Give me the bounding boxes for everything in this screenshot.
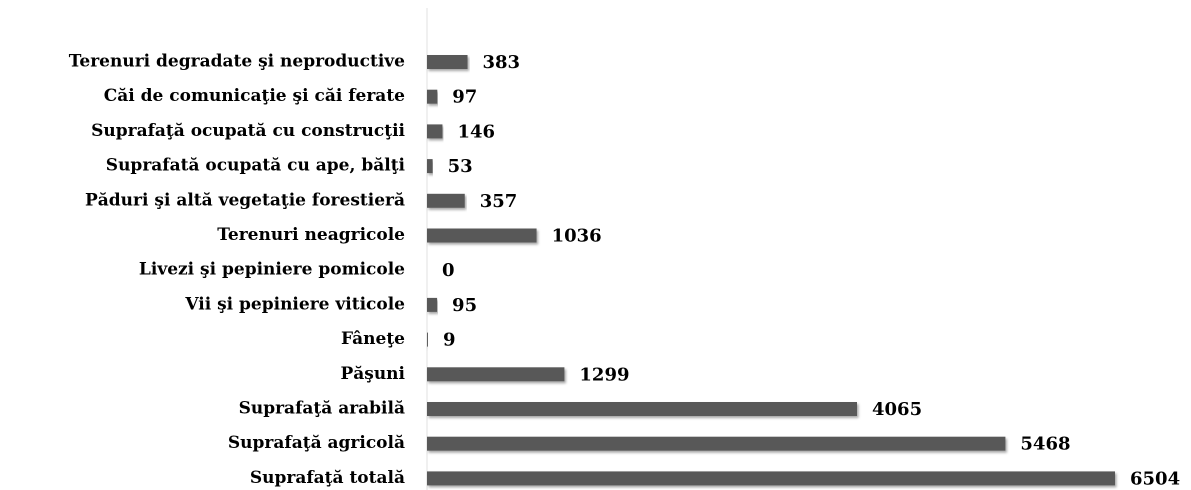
- bar: [427, 193, 465, 208]
- category-label: Terenuri neagricole: [217, 225, 405, 245]
- bar: [427, 297, 438, 312]
- category-label: Vii şi pepiniere viticole: [184, 294, 405, 314]
- category-label: Căi de comunicaţie şi căi ferate: [104, 86, 405, 106]
- bar: [427, 89, 438, 104]
- bar: [427, 436, 1006, 451]
- data-label: 357: [480, 191, 518, 212]
- bar: [427, 402, 857, 416]
- category-label: Suprafaţă arabilă: [239, 399, 405, 419]
- category-label: Suprafaţă totală: [250, 468, 405, 488]
- data-label: 53: [448, 156, 473, 177]
- category-label: Păşuni: [340, 364, 405, 384]
- data-label: 6504: [1130, 468, 1180, 489]
- bar: [427, 159, 433, 174]
- category-label: Suprafaţă ocupată cu construcţii: [91, 121, 405, 141]
- data-label: 1299: [579, 364, 629, 385]
- bar: [427, 332, 428, 347]
- data-label: 146: [457, 121, 495, 142]
- category-label: Livezi şi pepiniere pomicole: [139, 260, 405, 280]
- data-label: 5468: [1020, 434, 1070, 455]
- bar: [427, 367, 565, 382]
- data-label: 4065: [872, 399, 922, 420]
- category-label: Păduri şi altă vegetaţie forestieră: [85, 190, 405, 210]
- bar: [427, 471, 1115, 486]
- data-label: 97: [452, 87, 477, 108]
- bar: [427, 228, 537, 243]
- data-label: 95: [452, 295, 477, 316]
- data-label: 1036: [552, 226, 602, 247]
- data-label: 383: [483, 52, 521, 73]
- category-label: Fâneţe: [341, 329, 405, 349]
- data-label: 9: [443, 330, 456, 351]
- bar: [427, 124, 443, 139]
- category-label: Terenuri degradate şi neproductive: [69, 52, 405, 72]
- bar: [427, 55, 468, 69]
- data-label: 0: [442, 260, 455, 281]
- category-label: Suprafată ocupată cu ape, bălţi: [106, 156, 406, 176]
- category-label: Suprafaţă agricolă: [228, 433, 405, 453]
